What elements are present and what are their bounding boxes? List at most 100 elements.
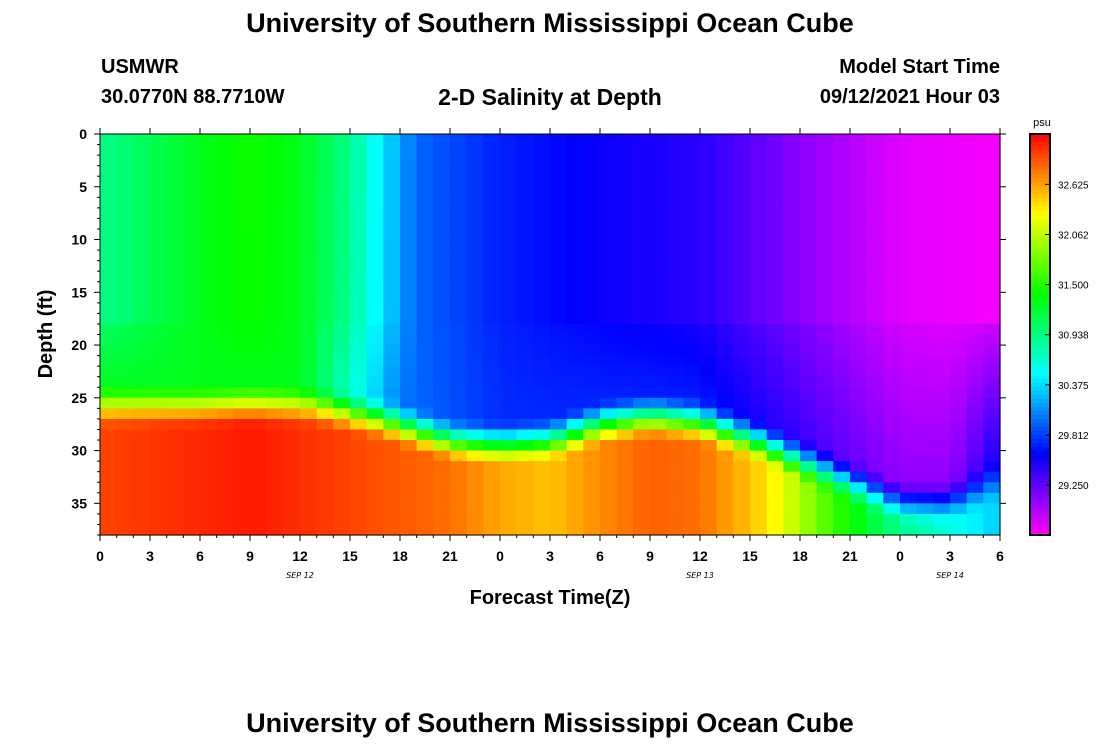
heatmap-cell (333, 239, 351, 251)
heatmap-cell (800, 260, 818, 272)
heatmap-cell (416, 492, 434, 504)
heatmap-cell (450, 524, 468, 536)
heatmap-cell (816, 197, 834, 209)
heatmap-cell (150, 302, 168, 314)
heatmap-cell (833, 366, 851, 378)
heatmap-cell (600, 334, 618, 346)
heatmap-cell (700, 302, 718, 314)
heatmap-cells (100, 134, 1001, 536)
heatmap-cell (516, 218, 534, 230)
heatmap-cell (183, 440, 201, 452)
heatmap-cell (400, 186, 418, 198)
heatmap-cell (400, 418, 418, 431)
heatmap-cell (566, 186, 584, 198)
heatmap-cell (933, 366, 951, 378)
heatmap-cell (700, 155, 718, 167)
heatmap-cell (383, 281, 401, 293)
heatmap-cell (716, 197, 734, 209)
heatmap-cell (500, 207, 518, 220)
heatmap-cell (250, 228, 268, 241)
heatmap-cell (766, 482, 784, 494)
heatmap-cell (866, 176, 884, 188)
heatmap-cell (650, 271, 668, 283)
heatmap-cell (266, 197, 284, 209)
heatmap-cell (583, 207, 601, 220)
heatmap-cell (166, 387, 184, 399)
heatmap-cell (400, 440, 418, 452)
heatmap-cell (350, 197, 368, 209)
heatmap-cell (600, 397, 618, 409)
heatmap-cell (400, 239, 418, 251)
heatmap-cell (433, 440, 451, 452)
heatmap-cell (533, 239, 551, 251)
colorbar-swatch (1030, 238, 1050, 243)
heatmap-cell (483, 503, 501, 515)
heatmap-cell (850, 176, 868, 188)
heatmap-cell (216, 450, 234, 462)
heatmap-cell (116, 186, 134, 198)
heatmap-cell (500, 482, 518, 494)
colorbar-swatch (1030, 206, 1050, 211)
heatmap-cell (216, 218, 234, 230)
x-tick-label: 12 (292, 548, 308, 564)
heatmap-cell (500, 408, 518, 420)
heatmap-cell (500, 513, 518, 526)
heatmap-cell (500, 355, 518, 367)
heatmap-cell (816, 176, 834, 188)
heatmap-cell (666, 440, 684, 452)
heatmap-cell (766, 345, 784, 357)
heatmap-cell (366, 429, 384, 441)
colorbar-swatch (1030, 390, 1050, 396)
heatmap-cell (416, 260, 434, 272)
heatmap-cell (833, 450, 851, 462)
heatmap-cell (700, 218, 718, 230)
heatmap-cell (466, 345, 484, 357)
heatmap-cell (800, 503, 818, 515)
heatmap-cell (900, 292, 918, 304)
heatmap-cell (900, 366, 918, 378)
heatmap-cell (383, 197, 401, 209)
heatmap-cell (850, 418, 868, 431)
heatmap-cell (466, 492, 484, 504)
heatmap-cell (850, 250, 868, 262)
heatmap-cell (566, 418, 584, 431)
heatmap-cell (733, 281, 751, 293)
heatmap-cell (733, 250, 751, 262)
heatmap-cell (400, 218, 418, 230)
heatmap-cell (133, 186, 151, 198)
heatmap-cell (433, 450, 451, 462)
heatmap-cell (683, 197, 701, 209)
heatmap-cell (616, 524, 634, 536)
heatmap-cell (350, 397, 368, 409)
heatmap-cell (800, 218, 818, 230)
heatmap-cell (250, 440, 268, 452)
heatmap-cell (716, 250, 734, 262)
heatmap-cell (500, 228, 518, 241)
heatmap-cell (866, 228, 884, 241)
heatmap-cell (166, 366, 184, 378)
heatmap-cell (533, 376, 551, 388)
heatmap-cell (333, 503, 351, 515)
heatmap-cell (450, 218, 468, 230)
heatmap-cell (383, 366, 401, 378)
heatmap-cell (933, 524, 951, 536)
heatmap-cell (566, 387, 584, 399)
heatmap-cell (983, 165, 1001, 177)
heatmap-cell (316, 197, 334, 209)
heatmap-cell (833, 218, 851, 230)
heatmap-cell (483, 271, 501, 283)
heatmap-cell (716, 450, 734, 462)
heatmap-cell (150, 334, 168, 346)
heatmap-cell (400, 176, 418, 188)
colorbar-swatch (1030, 526, 1050, 532)
heatmap-cell (683, 355, 701, 367)
heatmap-cell (433, 228, 451, 241)
heatmap-cell (166, 345, 184, 357)
heatmap-cell (550, 440, 568, 452)
heatmap-cell (700, 292, 718, 304)
heatmap-cell (583, 482, 601, 494)
heatmap-cell (633, 461, 651, 473)
heatmap-cell (450, 334, 468, 346)
heatmap-cell (883, 376, 901, 388)
colorbar-swatch (1030, 338, 1050, 344)
